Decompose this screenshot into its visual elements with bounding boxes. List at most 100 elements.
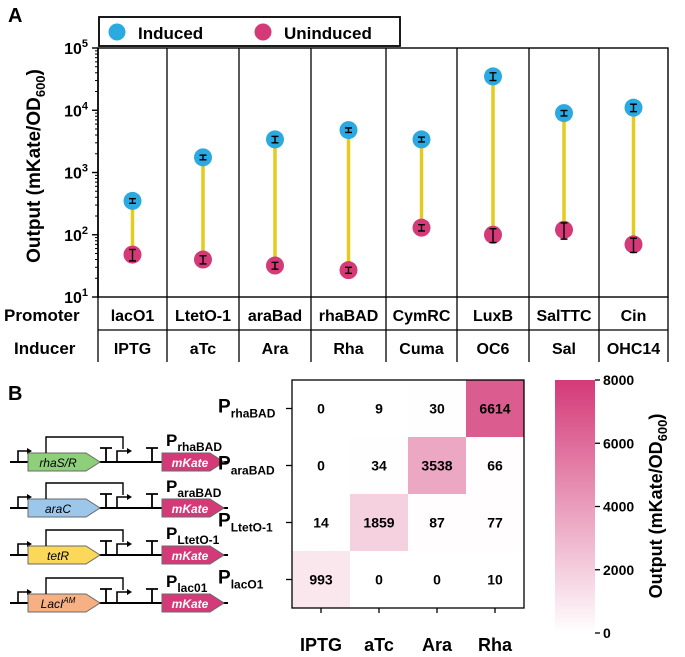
promoter-label: SalTTC [536, 308, 592, 325]
heatmap-cell [466, 380, 524, 437]
colorbar-gradient [555, 380, 595, 633]
promoter-arrow [17, 450, 28, 462]
heatmap-value: 0 [317, 401, 325, 417]
heatmap-cell [292, 494, 350, 551]
regulator-label: araC [45, 502, 71, 516]
heatmap-column-label: Ara [422, 635, 453, 655]
heatmap-value: 34 [371, 458, 387, 474]
heatmap-frame [291, 379, 525, 609]
regulation-line [45, 482, 124, 499]
reporter-label: mKate [172, 456, 209, 470]
inducer-label: OC6 [477, 341, 510, 358]
regulated-promoter-arrow [116, 496, 128, 508]
legend: Induced Uninduced [98, 16, 401, 47]
mkate-gene-icon [161, 498, 225, 518]
promoter-label: lacO1 [111, 308, 155, 325]
regulated-promoter-arrowhead [127, 448, 132, 454]
circuit-promoter-label: PLtetO-1 [166, 524, 220, 547]
heatmap-value: 0 [375, 572, 383, 588]
heatmap-value: 77 [487, 515, 503, 531]
heatmap-row-label: PlacO1 [218, 568, 264, 592]
reporter-label: mKate [172, 502, 209, 516]
heatmap-column-label: IPTG [300, 635, 342, 655]
data-series [123, 67, 643, 280]
heatmap-cell [408, 494, 466, 551]
category-dividers [97, 48, 669, 362]
promoter-label: Cin [621, 308, 647, 325]
terminator-icon [146, 493, 158, 508]
reporter-label: mKate [172, 597, 209, 611]
regulator-label: rhaS/R [39, 456, 77, 470]
heatmap-cell [292, 551, 350, 608]
regulated-promoter-arrowhead [127, 589, 132, 595]
heatmap-column-label: aTc [364, 635, 394, 655]
promoter-arrow [17, 543, 28, 555]
genetic-circuit: rhaS/R mKate PrhaBAD [10, 431, 228, 472]
heatmap-value: 3538 [421, 458, 452, 474]
colorbar-tick-label: 2000 [603, 562, 634, 578]
y-tick-label: 103 [64, 163, 88, 183]
legend-label-induced: Induced [138, 24, 203, 43]
heatmap-cell [350, 494, 408, 551]
heatmap-cell [292, 380, 350, 437]
regulator-gene-icon [27, 452, 101, 472]
regulation-line [45, 529, 124, 546]
legend-marker-induced [108, 23, 126, 41]
y-tick-label: 102 [64, 225, 88, 245]
colorbar-tick-label: 0 [603, 625, 611, 641]
terminator-icon [100, 493, 112, 508]
promoter-label: LtetO-1 [175, 308, 231, 325]
inducer-label: Sal [552, 341, 576, 358]
y-axis-label: Output (mKate/OD600) [24, 69, 48, 263]
legend-box [98, 16, 401, 47]
heatmap-value: 6614 [479, 401, 510, 417]
heatmap-cell [466, 494, 524, 551]
heatmap-cell [350, 380, 408, 437]
heatmap-value: 66 [487, 458, 503, 474]
inducer-label: Cuma [399, 341, 444, 358]
promoter-label: araBad [248, 308, 302, 325]
heatmap-cell [350, 437, 408, 494]
heatmap: PrhaBAD 0 9 30 6614 ParaBAD 0 34 3538 66 PLtetO-1 1… [218, 379, 525, 655]
regulated-promoter-arrow [116, 591, 128, 603]
promoter-arrow [17, 591, 28, 603]
legend-marker-uninduced [254, 23, 272, 41]
heatmap-value: 0 [433, 572, 441, 588]
terminator-icon [146, 540, 158, 555]
regulator-label: LacIAM [41, 596, 76, 611]
colorbar: Output (mKate/OD600) 0 2000 4000 6000 8000 [555, 372, 670, 641]
inducer-label: IPTG [114, 341, 151, 358]
heatmap-cell [408, 380, 466, 437]
heatmap-value: 14 [313, 515, 329, 531]
colorbar-tick-label: 4000 [603, 499, 634, 515]
panel-label-a: A [8, 5, 22, 27]
promoter-label: CymRC [393, 308, 451, 325]
regulated-promoter-arrowhead [127, 541, 132, 547]
heatmap-row-label: PLtetO-1 [218, 511, 273, 535]
y-tick-label: 101 [64, 287, 88, 307]
genetic-circuit: tetR mKate PLtetO-1 [10, 524, 228, 565]
colorbar-label: Output (mKate/OD600) [646, 414, 670, 599]
promoter-label: rhaBAD [319, 308, 379, 325]
legend-label-uninduced: Uninduced [284, 24, 372, 43]
terminator-icon [146, 447, 158, 462]
panel-label-b: B [8, 383, 22, 405]
y-ticks: 101 102 103 104 105 [64, 38, 98, 307]
heatmap-value: 87 [429, 515, 445, 531]
terminator-icon [146, 588, 158, 603]
circuit-promoter-label: PrhaBAD [166, 431, 222, 454]
heatmap-cell [350, 551, 408, 608]
genetic-circuit: LacIAM mKate Plac01 [10, 572, 228, 613]
heatmap-cell [466, 551, 524, 608]
terminator-icon [100, 447, 112, 462]
regulated-promoter-arrowhead [127, 494, 132, 500]
y-tick-label: 104 [64, 100, 89, 120]
genetic-circuit: araC mKate ParaBAD [10, 477, 228, 518]
reporter-label: mKate [172, 549, 209, 563]
heatmap-row-label: PrhaBAD [218, 397, 276, 421]
heatmap-value: 993 [309, 572, 333, 588]
colorbar-tick-label: 8000 [603, 372, 634, 388]
plot-frame [97, 47, 669, 298]
promoter-arrow [17, 496, 28, 508]
